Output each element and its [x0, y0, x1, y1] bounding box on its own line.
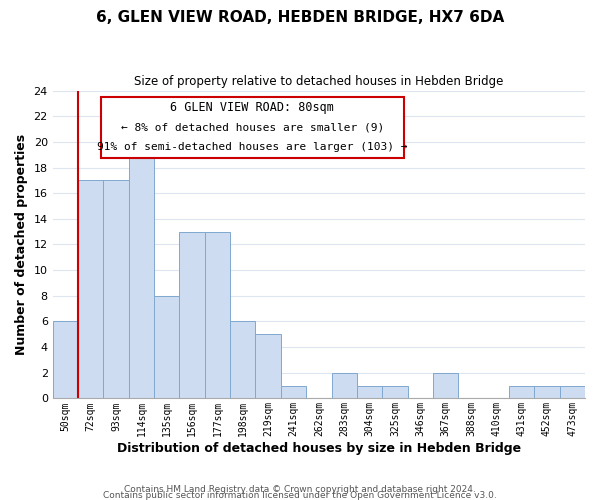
Text: Contains HM Land Registry data © Crown copyright and database right 2024.: Contains HM Land Registry data © Crown c… [124, 484, 476, 494]
Bar [256, 334, 281, 398]
X-axis label: Distribution of detached houses by size in Hebden Bridge: Distribution of detached houses by size … [117, 442, 521, 455]
Bar [433, 373, 458, 398]
Bar [205, 232, 230, 398]
Bar [53, 322, 78, 398]
Y-axis label: Number of detached properties: Number of detached properties [15, 134, 28, 355]
FancyBboxPatch shape [101, 96, 404, 158]
Bar [154, 296, 179, 398]
Bar [103, 180, 129, 398]
Bar [535, 386, 560, 398]
Title: Size of property relative to detached houses in Hebden Bridge: Size of property relative to detached ho… [134, 75, 503, 88]
Bar [281, 386, 306, 398]
Bar [382, 386, 407, 398]
Text: 6, GLEN VIEW ROAD, HEBDEN BRIDGE, HX7 6DA: 6, GLEN VIEW ROAD, HEBDEN BRIDGE, HX7 6D… [96, 10, 504, 25]
Bar [129, 154, 154, 398]
Bar [357, 386, 382, 398]
Bar [230, 322, 256, 398]
Text: ← 8% of detached houses are smaller (9): ← 8% of detached houses are smaller (9) [121, 122, 384, 132]
Text: 91% of semi-detached houses are larger (103) →: 91% of semi-detached houses are larger (… [97, 142, 407, 152]
Bar [179, 232, 205, 398]
Text: 6 GLEN VIEW ROAD: 80sqm: 6 GLEN VIEW ROAD: 80sqm [170, 102, 334, 114]
Bar [332, 373, 357, 398]
Text: Contains public sector information licensed under the Open Government Licence v3: Contains public sector information licen… [103, 490, 497, 500]
Bar [78, 180, 103, 398]
Bar [560, 386, 585, 398]
Bar [509, 386, 535, 398]
